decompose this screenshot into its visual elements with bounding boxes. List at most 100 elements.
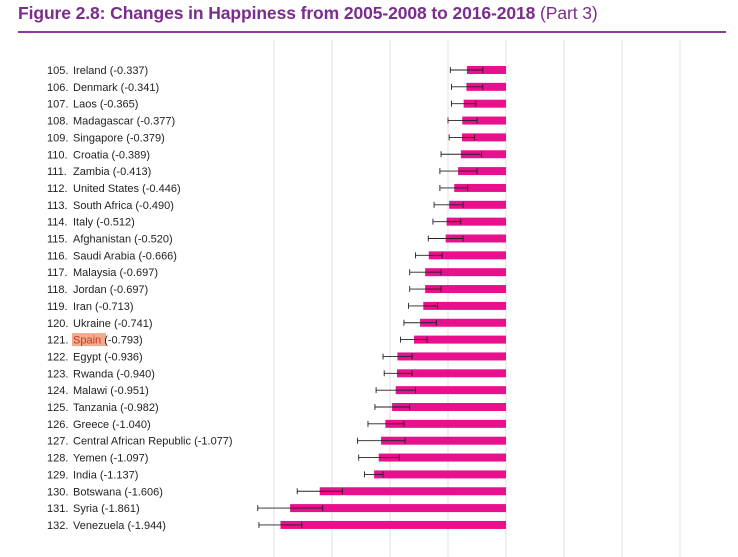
country-name: Yemen bbox=[73, 453, 107, 465]
row-label: 127. Central African Republic (-1.077) bbox=[47, 436, 233, 448]
country-name: Italy bbox=[73, 217, 94, 229]
bar bbox=[381, 436, 506, 445]
country-name: Egypt bbox=[73, 351, 101, 363]
bar bbox=[395, 386, 506, 395]
rank-label: 127. bbox=[47, 436, 68, 448]
value-label: (-0.741) bbox=[111, 318, 153, 330]
rank-label: 106. bbox=[47, 82, 68, 94]
row-label: 114. Italy (-0.512) bbox=[47, 217, 135, 229]
country-name: Spain bbox=[73, 335, 101, 347]
country-name: South Africa bbox=[73, 200, 133, 212]
rank-label: 116. bbox=[47, 250, 68, 262]
value-label: (-0.713) bbox=[92, 301, 134, 313]
bar bbox=[414, 335, 506, 344]
bar bbox=[423, 301, 506, 310]
value-label: (-0.379) bbox=[123, 132, 165, 144]
bar bbox=[378, 453, 506, 462]
value-label: (-1.606) bbox=[121, 486, 163, 498]
row-label: 128. Yemen (-1.097) bbox=[47, 453, 148, 465]
bar bbox=[454, 183, 506, 192]
row-label: 106. Denmark (-0.341) bbox=[47, 82, 159, 94]
rank-label: 126. bbox=[47, 419, 68, 431]
bar bbox=[463, 99, 506, 108]
value-label: (-1.077) bbox=[191, 436, 233, 448]
country-name: India bbox=[73, 469, 98, 481]
row-label: 125. Tanzania (-0.982) bbox=[47, 402, 159, 414]
rank-label: 108. bbox=[47, 116, 68, 128]
row-label: 116. Saudi Arabia (-0.666) bbox=[47, 250, 177, 262]
bar bbox=[397, 352, 506, 361]
value-label: (-0.365) bbox=[97, 99, 139, 111]
row-label: 129. India (-1.137) bbox=[47, 469, 138, 481]
highlight-box bbox=[72, 333, 106, 347]
country-name: Rwanda bbox=[73, 368, 114, 380]
bar bbox=[396, 369, 506, 378]
rank-label: 120. bbox=[47, 318, 68, 330]
rank-label: 131. bbox=[47, 503, 68, 515]
rank-label: 119. bbox=[47, 301, 68, 313]
rank-label: 130. bbox=[47, 486, 68, 498]
value-label: (-0.666) bbox=[135, 250, 177, 262]
bar bbox=[446, 217, 506, 226]
row-label: 108. Madagascar (-0.377) bbox=[47, 116, 175, 128]
row-label: 111. Zambia (-0.413) bbox=[47, 166, 151, 178]
rank-label: 128. bbox=[47, 453, 68, 465]
bar bbox=[420, 318, 506, 327]
chart-title: Figure 2.8: Changes in Happiness from 20… bbox=[18, 3, 598, 24]
rank-label: 124. bbox=[47, 385, 68, 397]
bar bbox=[385, 419, 506, 428]
country-name: Tanzania bbox=[73, 402, 118, 414]
value-label: (-0.490) bbox=[132, 200, 174, 212]
bar bbox=[462, 133, 506, 142]
value-label: (-1.040) bbox=[109, 419, 151, 431]
row-label: 131. Syria (-1.861) bbox=[47, 503, 140, 515]
value-label: (-0.446) bbox=[139, 183, 181, 195]
row-label: 126. Greece (-1.040) bbox=[47, 419, 151, 431]
bar bbox=[425, 268, 506, 277]
row-label: 112. United States (-0.446) bbox=[47, 183, 181, 195]
row-label: 121. Spain (-0.793) bbox=[47, 335, 143, 347]
row-label: 109. Singapore (-0.379) bbox=[47, 132, 165, 144]
country-name: Venezuela bbox=[73, 520, 125, 532]
country-name: Malaysia bbox=[73, 267, 117, 279]
rank-label: 123. bbox=[47, 368, 68, 380]
bar bbox=[290, 504, 506, 513]
chart-title-part: (Part 3) bbox=[540, 3, 598, 23]
value-label: (-0.512) bbox=[93, 217, 135, 229]
country-name: Syria bbox=[73, 503, 99, 515]
row-label: 119. Iran (-0.713) bbox=[47, 301, 134, 313]
bar bbox=[319, 487, 506, 496]
rank-label: 118. bbox=[47, 284, 68, 296]
value-label: (-1.861) bbox=[98, 503, 140, 515]
rank-label: 114. bbox=[47, 217, 68, 229]
value-label: (-0.377) bbox=[134, 116, 176, 128]
value-label: (-0.697) bbox=[107, 284, 149, 296]
value-label: (-0.341) bbox=[118, 82, 160, 94]
country-name: United States bbox=[73, 183, 140, 195]
value-label: (-1.097) bbox=[107, 453, 149, 465]
country-name: Afghanistan bbox=[73, 234, 131, 246]
country-name: Ireland bbox=[73, 65, 107, 77]
country-name: Saudi Arabia bbox=[73, 250, 136, 262]
country-name: Croatia bbox=[73, 149, 109, 161]
chart-title-main: Figure 2.8: Changes in Happiness from 20… bbox=[18, 3, 536, 23]
rank-label: 110. bbox=[47, 149, 68, 161]
value-label: (-1.944) bbox=[124, 520, 166, 532]
value-label: (-0.389) bbox=[108, 149, 150, 161]
row-label: 117. Malaysia (-0.697) bbox=[47, 267, 158, 279]
row-label: 118. Jordan (-0.697) bbox=[47, 284, 148, 296]
value-label: (-0.697) bbox=[116, 267, 158, 279]
bar bbox=[425, 285, 506, 294]
row-label: 123. Rwanda (-0.940) bbox=[47, 368, 155, 380]
country-name: Singapore bbox=[73, 132, 123, 144]
row-label: 110. Croatia (-0.389) bbox=[47, 149, 150, 161]
bar bbox=[445, 234, 506, 243]
country-name: Botswana bbox=[73, 486, 122, 498]
country-name: Denmark bbox=[73, 82, 118, 94]
bar bbox=[458, 167, 506, 176]
rank-label: 132. bbox=[47, 520, 68, 532]
bar bbox=[449, 200, 506, 209]
row-label: 120. Ukraine (-0.741) bbox=[47, 318, 152, 330]
rank-label: 121. bbox=[47, 335, 68, 347]
